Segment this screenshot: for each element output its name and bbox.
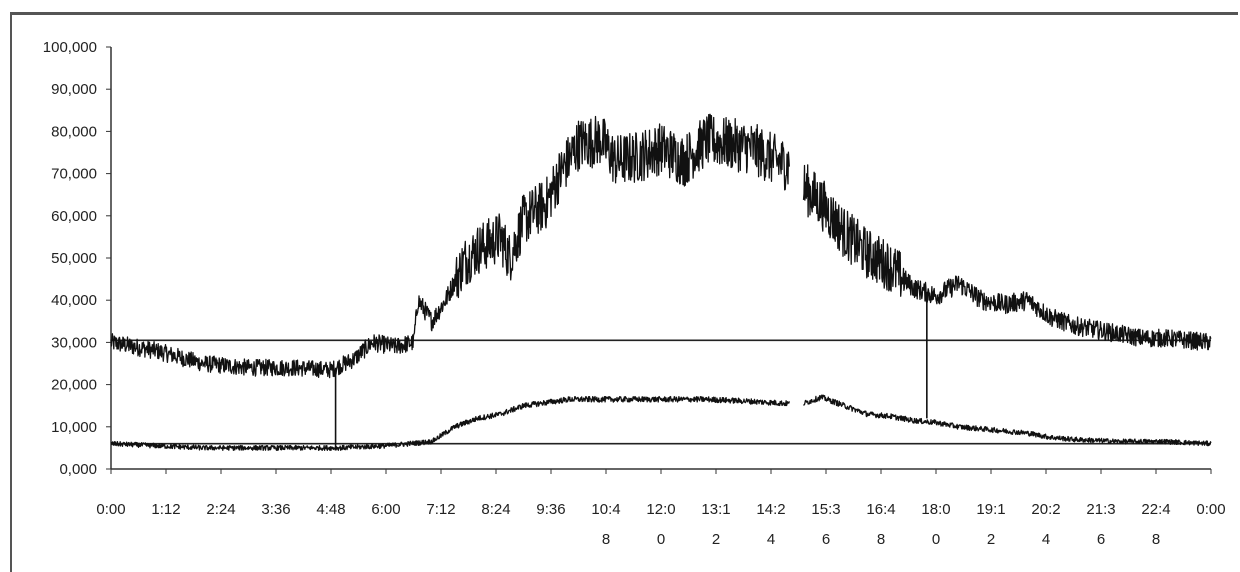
x-tick-label: 0 <box>932 531 940 548</box>
x-tick-label: 2 <box>987 531 995 548</box>
x-tick-label: 4:48 <box>316 501 345 518</box>
x-tick-label: 15:3 <box>811 501 840 518</box>
y-tick-label: 30,000 <box>51 334 97 351</box>
y-tick-label: 90,000 <box>51 81 97 98</box>
series-line <box>110 394 1212 451</box>
x-tick-label: 12:0 <box>646 501 675 518</box>
x-tick-label: 6 <box>1097 531 1105 548</box>
x-tick-label: 8 <box>1152 531 1160 548</box>
x-tick-label: 8:24 <box>481 501 510 518</box>
y-tick-label: 100,000 <box>43 39 97 56</box>
x-tick-label: 18:0 <box>921 501 950 518</box>
x-tick-label: 21:3 <box>1086 501 1115 518</box>
x-tick-label: 19:1 <box>976 501 1005 518</box>
x-tick-label: 13:1 <box>701 501 730 518</box>
y-tick-label: 80,000 <box>51 123 97 140</box>
x-tick-label: 4 <box>767 531 775 548</box>
x-tick-label: 2:24 <box>206 501 235 518</box>
y-tick-label: 40,000 <box>51 292 97 309</box>
x-tick-label: 4 <box>1042 531 1050 548</box>
y-tick-label: 50,000 <box>51 250 97 267</box>
y-tick-label: 0,000 <box>59 461 97 478</box>
x-tick-label: 6 <box>822 531 830 548</box>
y-tick-label: 20,000 <box>51 377 97 394</box>
x-tick-label: 9:36 <box>536 501 565 518</box>
chart-frame <box>10 12 1238 572</box>
x-tick-label: 8 <box>877 531 885 548</box>
x-tick-label: 2 <box>712 531 720 548</box>
x-tick-label: 3:36 <box>261 501 290 518</box>
x-tick-label: 0:00 <box>96 501 125 518</box>
x-tick-label: 20:2 <box>1031 501 1060 518</box>
x-tick-label: 16:4 <box>866 501 895 518</box>
x-tick-label: 14:2 <box>756 501 785 518</box>
x-tick-label: 0:00 <box>1196 501 1225 518</box>
series-line <box>110 113 1212 379</box>
x-tick-label: 0 <box>657 531 665 548</box>
y-tick-label: 70,000 <box>51 166 97 183</box>
x-tick-label: 22:4 <box>1141 501 1170 518</box>
x-tick-label: 6:00 <box>371 501 400 518</box>
y-tick-label: 10,000 <box>51 419 97 436</box>
x-tick-label: 7:12 <box>426 501 455 518</box>
y-tick-label: 60,000 <box>51 208 97 225</box>
x-tick-label: 10:4 <box>591 501 620 518</box>
x-tick-label: 1:12 <box>151 501 180 518</box>
x-tick-label: 8 <box>602 531 610 548</box>
